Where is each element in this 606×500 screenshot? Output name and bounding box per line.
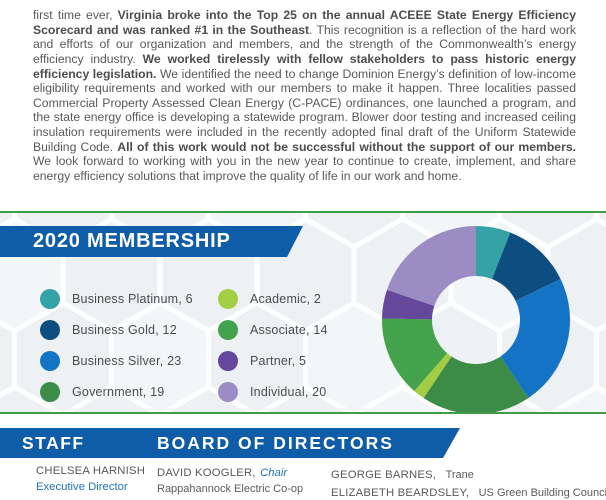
- board-member-name: ELIZABETH BEARDSLEY,: [331, 486, 470, 499]
- legend-swatch: [218, 350, 238, 371]
- intro-text: We identified the need to change Dominio…: [33, 66, 576, 154]
- legend-label: Business Gold, 12: [72, 322, 177, 337]
- staff-board-banner: STAFF BOARD OF DIRECTORS: [0, 428, 460, 458]
- donut-slice-associate: [381, 318, 448, 391]
- divider-line-top: [0, 211, 606, 213]
- membership-section: 2020 MEMBERSHIP Business Platinum, 6 Busi…: [0, 211, 606, 414]
- membership-title: 2020 MEMBERSHIP: [33, 230, 231, 252]
- board-column-2: GEORGE BARNES, Trane ELIZABETH BEARDSLEY…: [331, 466, 606, 500]
- board-title: BOARD OF DIRECTORS: [157, 433, 394, 453]
- legend-swatch: [218, 381, 238, 402]
- legend-label: Partner, 5: [250, 353, 307, 368]
- divider-line-bottom: [0, 412, 606, 414]
- hexagon-tile: [63, 384, 160, 412]
- staff-role: Executive Director: [36, 480, 128, 493]
- staff-title: STAFF: [22, 433, 85, 453]
- legend-label: Individual, 20: [250, 384, 327, 399]
- legend-label: Government, 19: [72, 384, 165, 399]
- legend-item: Government, 19: [40, 376, 218, 407]
- legend-item: Partner, 5: [218, 345, 328, 376]
- membership-legend: Business Platinum, 6 Business Gold, 12 Bus…: [40, 283, 328, 407]
- legend-label: Associate, 14: [250, 322, 328, 337]
- intro-paragraph: first time ever, Virginia broke into the…: [33, 8, 576, 183]
- intro-text: . This recognition is a reflection of th…: [33, 22, 576, 66]
- intro-text: first time ever,: [33, 8, 118, 23]
- intro-text-bold: Virginia broke into the Top 25 on the an…: [33, 8, 576, 37]
- legend-label: Academic, 2: [250, 291, 321, 306]
- hexagon-tile: [0, 384, 63, 412]
- membership-title-banner: 2020 MEMBERSHIP: [0, 226, 303, 257]
- board-member-name: GEORGE BARNES,: [331, 469, 437, 481]
- legend-item: Business Silver, 23: [40, 345, 218, 376]
- legend-label: Business Silver, 23: [72, 353, 182, 368]
- board-member-line: ELIZABETH BEARDSLEY, US Green Building C…: [331, 484, 606, 500]
- donut-slice-business-gold: [492, 232, 561, 301]
- donut-slice-government: [423, 356, 529, 412]
- board-member-name: DAVID KOOGLER,: [157, 467, 256, 479]
- donut-slice-partner: [382, 289, 435, 320]
- board-member-chair-label: Chair: [260, 467, 288, 479]
- board-member-line: GEORGE BARNES, Trane: [331, 466, 606, 484]
- donut-slice-business-silver: [500, 279, 571, 399]
- legend-item: Business Platinum, 6: [40, 283, 218, 314]
- donut-slice-academic: [414, 353, 452, 399]
- staff-name: CHELSEA HARNISH: [36, 465, 146, 477]
- donut-slice-individual: [386, 226, 476, 306]
- legend-item: Associate, 14: [218, 314, 328, 345]
- board-member-org: Trane: [445, 469, 474, 481]
- membership-body: 2020 MEMBERSHIP Business Platinum, 6 Busi…: [0, 213, 606, 412]
- legend-item: Individual, 20: [218, 376, 328, 407]
- legend-item: Business Gold, 12: [40, 314, 218, 345]
- hexagon-tile: [594, 322, 606, 396]
- hexagon-tile: [257, 384, 354, 412]
- hexagon-tile: [160, 384, 257, 412]
- legend-swatch: [40, 350, 60, 371]
- donut-slice-business-platinum: [476, 226, 511, 280]
- legend-swatch: [218, 319, 238, 340]
- intro-text: We look forward to working with you in t…: [33, 154, 576, 183]
- legend-swatch: [218, 288, 238, 309]
- intro-text-bold: All of this work would not be successful…: [117, 139, 576, 154]
- legend-label: Business Platinum, 6: [72, 291, 193, 306]
- board-column-1: DAVID KOOGLER, Chair Rappahannock Electr…: [157, 464, 303, 497]
- hexagon-tile: [354, 384, 451, 412]
- legend-swatch: [40, 381, 60, 402]
- staff-column: CHELSEA HARNISH Executive Director: [36, 464, 145, 495]
- legend-swatch: [40, 288, 60, 309]
- board-member-org: Rappahannock Electric Co-op: [157, 482, 304, 495]
- legend-item: Academic, 2: [218, 283, 328, 314]
- membership-donut-chart: [381, 226, 571, 412]
- legend-swatch: [40, 319, 60, 340]
- hexagon-tile: [548, 384, 606, 412]
- intro-text-bold: We worked tirelessly with fellow stakeho…: [33, 51, 576, 81]
- board-member-org: US Green Building Council: [478, 486, 606, 499]
